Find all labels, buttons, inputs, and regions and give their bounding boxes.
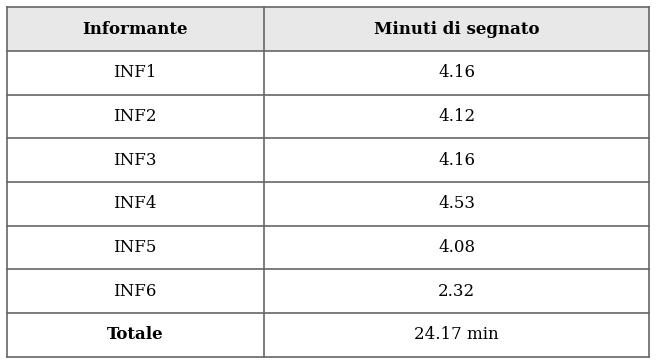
- Text: 2.32: 2.32: [438, 283, 475, 300]
- Text: INF2: INF2: [113, 108, 157, 125]
- Text: 24.17 min: 24.17 min: [414, 327, 499, 343]
- Text: 4.12: 4.12: [438, 108, 475, 125]
- Text: INF1: INF1: [113, 64, 157, 81]
- Text: Minuti di segnato: Minuti di segnato: [374, 21, 539, 37]
- Text: INF6: INF6: [113, 283, 157, 300]
- Text: INF5: INF5: [113, 239, 157, 256]
- Text: 4.16: 4.16: [438, 64, 475, 81]
- Text: INF4: INF4: [113, 195, 157, 212]
- Text: 4.16: 4.16: [438, 152, 475, 169]
- Text: Informante: Informante: [83, 21, 188, 37]
- Text: 4.08: 4.08: [438, 239, 475, 256]
- Text: 4.53: 4.53: [438, 195, 475, 212]
- Text: INF3: INF3: [113, 152, 157, 169]
- Text: Totale: Totale: [107, 327, 163, 343]
